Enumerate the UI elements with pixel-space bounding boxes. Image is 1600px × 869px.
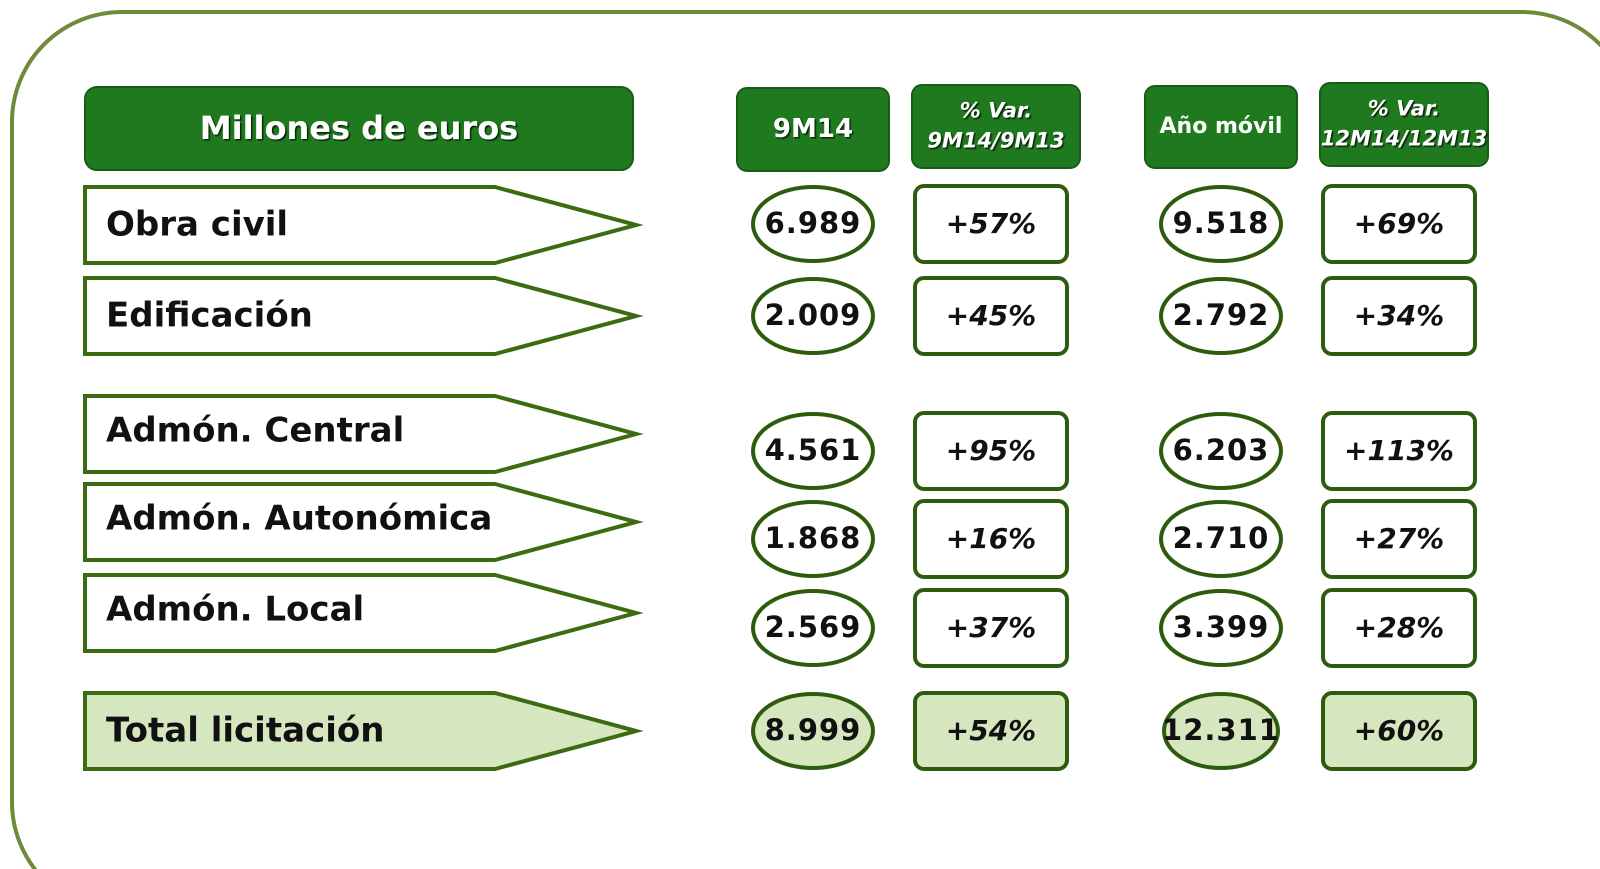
- cell-value: +34%: [1354, 299, 1444, 332]
- cell-value: +95%: [946, 434, 1036, 467]
- cell-value: 9.518: [1173, 206, 1270, 240]
- column-header-text: Año móvil: [1160, 114, 1283, 139]
- value-box: [1321, 499, 1477, 579]
- row-label: Admón. Central: [106, 411, 404, 451]
- row-label: Admón. Local: [106, 590, 364, 630]
- cell-value: 1.868: [765, 521, 862, 555]
- value-ellipse: [751, 589, 875, 667]
- value-ellipse: [1159, 500, 1283, 578]
- cell-value: 4.561: [765, 433, 862, 467]
- value-ellipse: [751, 412, 875, 490]
- header-box: [84, 86, 634, 171]
- column-header-text: % Var.: [1368, 97, 1441, 121]
- cell-value: 2.569: [765, 610, 862, 644]
- cell-value: +54%: [946, 714, 1036, 747]
- value-ellipse: [751, 692, 875, 770]
- cell-value: 6.989: [765, 206, 862, 240]
- value-box: [913, 499, 1069, 579]
- value-ellipse: [751, 500, 875, 578]
- value-ellipse: [1159, 412, 1283, 490]
- cell-value: +28%: [1354, 611, 1444, 644]
- value-box: [1321, 411, 1477, 491]
- row-label: Obra civil: [106, 205, 288, 245]
- column-header-text: % Var.: [960, 99, 1033, 123]
- value-ellipse: [1162, 692, 1280, 770]
- value-ellipse: [751, 185, 875, 263]
- cell-value: +16%: [946, 522, 1036, 555]
- cell-value: 2.710: [1173, 521, 1270, 555]
- cell-value: 12.311: [1162, 713, 1280, 747]
- cell-value: +113%: [1344, 434, 1454, 467]
- value-ellipse: [1159, 277, 1283, 355]
- value-box: [1321, 184, 1477, 264]
- value-box: [1321, 588, 1477, 668]
- column-header: [1144, 85, 1298, 169]
- frame: [10, 10, 1600, 869]
- value-box: [913, 276, 1069, 356]
- cell-value: +37%: [946, 611, 1036, 644]
- row-arrow: [83, 573, 644, 653]
- column-header-text: 12M14/12M13: [1321, 127, 1487, 151]
- cell-value: +45%: [946, 299, 1036, 332]
- column-header: [911, 84, 1081, 169]
- row-label: Total licitación: [106, 711, 384, 751]
- header-title: Millones de euros: [200, 109, 518, 147]
- value-box: [913, 691, 1069, 771]
- value-box: [1321, 276, 1477, 356]
- row-arrow: [83, 276, 644, 356]
- cell-value: 8.999: [765, 713, 862, 747]
- column-header-text: 9M14/9M13: [927, 129, 1064, 153]
- cell-value: +57%: [946, 207, 1036, 240]
- row-label: Edificación: [106, 296, 313, 336]
- column-header: [1319, 82, 1489, 167]
- cell-value: 3.399: [1173, 610, 1270, 644]
- row-label: Admón. Autonómica: [106, 499, 492, 539]
- cell-value: 6.203: [1173, 433, 1270, 467]
- cell-value: +27%: [1354, 522, 1444, 555]
- cell-value: +69%: [1354, 207, 1444, 240]
- row-arrow: [83, 394, 644, 474]
- value-box: [913, 411, 1069, 491]
- cell-value: 2.792: [1173, 298, 1270, 332]
- value-ellipse: [1159, 589, 1283, 667]
- value-box: [913, 588, 1069, 668]
- value-ellipse: [1159, 185, 1283, 263]
- value-ellipse: [751, 277, 875, 355]
- cell-value: 2.009: [765, 298, 862, 332]
- value-box: [1321, 691, 1477, 771]
- cell-value: +60%: [1354, 714, 1444, 747]
- row-arrow: [83, 482, 644, 562]
- column-header-text: 9M14: [773, 114, 853, 144]
- row-arrow: [83, 691, 644, 771]
- value-box: [913, 184, 1069, 264]
- column-header: [736, 87, 890, 172]
- row-arrow: [83, 185, 644, 265]
